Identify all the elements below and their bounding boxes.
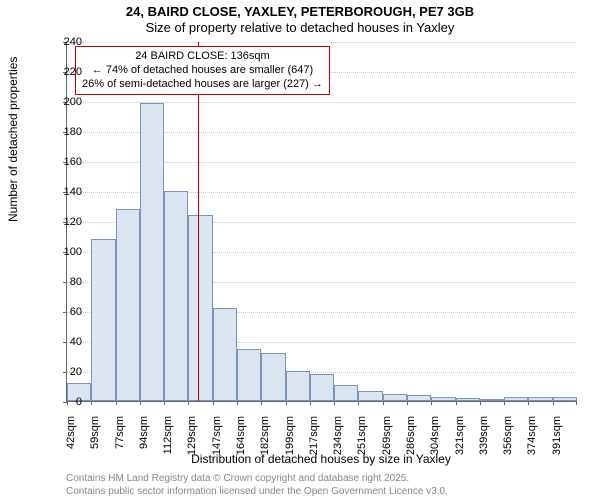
x-tick	[576, 401, 577, 405]
y-tick-label: 180	[42, 126, 82, 138]
x-tick	[358, 401, 359, 405]
histogram-bar	[261, 353, 285, 401]
y-tick-label: 80	[42, 276, 82, 288]
x-tick-label: 112sqm	[162, 416, 174, 476]
annotation-line: ← 74% of detached houses are smaller (64…	[82, 64, 323, 78]
x-tick-label: 59sqm	[89, 416, 101, 476]
y-tick-label: 160	[42, 156, 82, 168]
x-tick-label: 129sqm	[186, 416, 198, 476]
histogram-bar	[91, 239, 115, 401]
histogram-bar	[164, 191, 188, 401]
footer-line-2: Contains public sector information licen…	[66, 486, 448, 499]
x-tick	[116, 401, 117, 405]
y-tick-label: 100	[42, 246, 82, 258]
y-tick-label: 0	[42, 396, 82, 408]
x-tick-label: 269sqm	[381, 416, 393, 476]
x-tick-label: 321sqm	[454, 416, 466, 476]
plot-area: 24 BAIRD CLOSE: 136sqm← 74% of detached …	[66, 42, 576, 402]
histogram-bar	[504, 397, 528, 402]
x-tick-label: 164sqm	[235, 416, 247, 476]
histogram-bar	[383, 394, 407, 402]
histogram-bar	[334, 385, 358, 402]
y-tick-label: 120	[42, 216, 82, 228]
x-tick	[140, 401, 141, 405]
y-tick-label: 140	[42, 186, 82, 198]
histogram-bar	[213, 308, 237, 401]
histogram-bar	[237, 349, 261, 402]
x-tick	[261, 401, 262, 405]
x-tick	[407, 401, 408, 405]
histogram-bar	[456, 398, 480, 401]
reference-annotation: 24 BAIRD CLOSE: 136sqm← 74% of detached …	[75, 46, 330, 95]
x-tick-label: 182sqm	[259, 416, 271, 476]
x-tick-label: 304sqm	[429, 416, 441, 476]
y-tick-label: 200	[42, 96, 82, 108]
x-tick-label: 286sqm	[405, 416, 417, 476]
x-tick	[528, 401, 529, 405]
y-tick-label: 60	[42, 306, 82, 318]
x-tick	[237, 401, 238, 405]
histogram-bar	[358, 391, 382, 402]
chart-subtitle: Size of property relative to detached ho…	[0, 20, 600, 35]
x-tick	[164, 401, 165, 405]
x-tick	[480, 401, 481, 405]
x-tick	[334, 401, 335, 405]
x-tick-label: 234sqm	[332, 416, 344, 476]
annotation-line: 24 BAIRD CLOSE: 136sqm	[82, 50, 323, 64]
x-tick	[383, 401, 384, 405]
x-tick	[553, 401, 554, 405]
gridline	[67, 42, 576, 43]
chart-title: 24, BAIRD CLOSE, YAXLEY, PETERBOROUGH, P…	[0, 4, 600, 19]
x-tick-label: 199sqm	[284, 416, 296, 476]
x-tick	[456, 401, 457, 405]
histogram-bar	[310, 374, 334, 401]
x-tick-label: 374sqm	[526, 416, 538, 476]
reference-line	[198, 42, 199, 401]
x-axis-title: Distribution of detached houses by size …	[66, 452, 576, 466]
histogram-bar	[116, 209, 140, 401]
x-tick	[310, 401, 311, 405]
histogram-bar	[528, 397, 552, 402]
histogram-bar	[553, 397, 577, 402]
y-tick-label: 20	[42, 366, 82, 378]
footer-line-1: Contains HM Land Registry data © Crown c…	[66, 473, 448, 486]
x-tick	[504, 401, 505, 405]
histogram-bar	[407, 395, 431, 401]
y-tick-label: 240	[42, 36, 82, 48]
histogram-bar	[188, 215, 212, 401]
x-tick-label: 356sqm	[502, 416, 514, 476]
histogram-bar	[286, 371, 310, 401]
histogram-chart: 24, BAIRD CLOSE, YAXLEY, PETERBOROUGH, P…	[0, 0, 600, 500]
histogram-bar	[480, 399, 504, 401]
x-tick	[188, 401, 189, 405]
histogram-bar	[431, 397, 455, 402]
x-tick	[91, 401, 92, 405]
x-tick	[286, 401, 287, 405]
x-tick-label: 42sqm	[65, 416, 77, 476]
x-tick-label: 251sqm	[356, 416, 368, 476]
footer-attribution: Contains HM Land Registry data © Crown c…	[66, 473, 448, 498]
x-tick-label: 217sqm	[308, 416, 320, 476]
annotation-line: 26% of semi-detached houses are larger (…	[82, 78, 323, 92]
x-tick-label: 339sqm	[478, 416, 490, 476]
x-tick	[213, 401, 214, 405]
x-tick-label: 391sqm	[551, 416, 563, 476]
y-tick-label: 220	[42, 66, 82, 78]
histogram-bar	[140, 103, 164, 402]
x-tick-label: 147sqm	[211, 416, 223, 476]
x-tick	[431, 401, 432, 405]
x-tick-label: 94sqm	[138, 416, 150, 476]
x-tick-label: 77sqm	[114, 416, 126, 476]
y-axis-title: Number of detached properties	[6, 57, 20, 222]
y-tick-label: 40	[42, 336, 82, 348]
